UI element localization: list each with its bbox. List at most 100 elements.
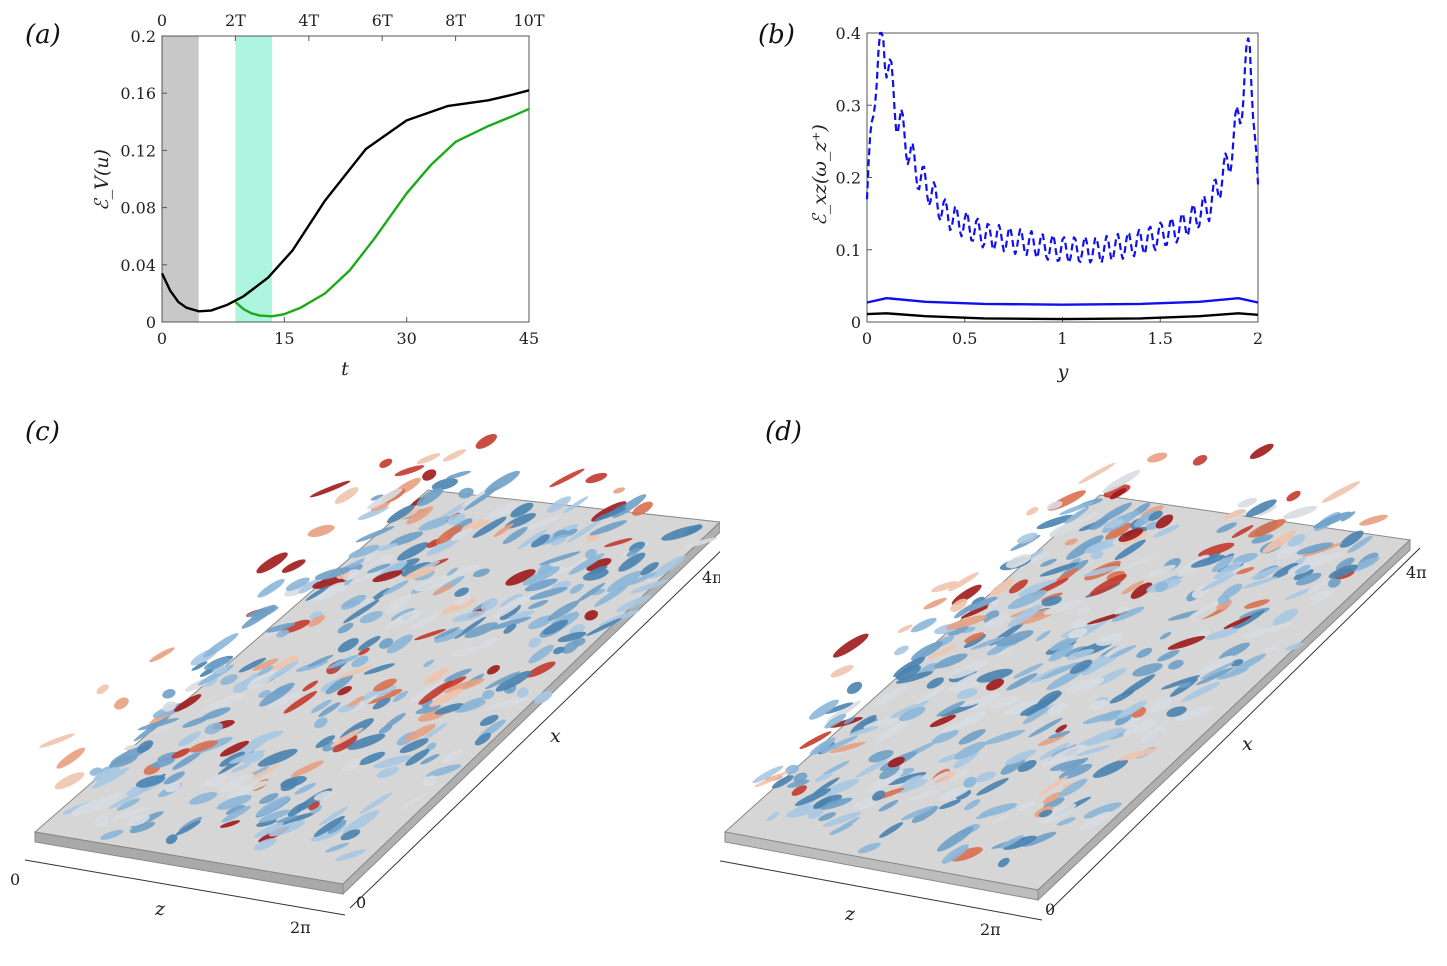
- vortex-structures: [752, 443, 1388, 868]
- vortex-blob: [378, 638, 394, 649]
- vortex-blob: [479, 714, 499, 727]
- vortex-blob: [95, 816, 109, 827]
- vortex-blob: [1060, 757, 1089, 772]
- vortex-blob: [177, 731, 201, 747]
- vortex-blob: [1306, 580, 1327, 594]
- vortex-blob: [459, 697, 484, 711]
- vortex-blob: [164, 781, 181, 793]
- vortex-blob: [894, 645, 909, 656]
- vortex-blob: [964, 596, 998, 612]
- vortex-blob: [928, 645, 957, 659]
- vortex-blob: [1168, 659, 1184, 670]
- vortex-blob: [325, 674, 353, 695]
- vortex-blob: [423, 668, 449, 685]
- vortex-blob: [429, 688, 464, 708]
- vortex-blob: [379, 458, 393, 468]
- vortex-blob: [505, 569, 536, 586]
- vortex-blob: [400, 793, 427, 810]
- scene-d-x-start: 0: [1045, 900, 1055, 919]
- vortex-blob: [1217, 594, 1230, 605]
- vortex-blob: [1145, 521, 1159, 530]
- vortex-blob: [598, 609, 640, 627]
- vortex-blob: [126, 813, 150, 827]
- vortex-blob: [112, 807, 150, 819]
- vortex-blob: [165, 834, 178, 845]
- scene-c-x-end: 4π: [702, 568, 720, 587]
- vortex-blob: [1136, 647, 1153, 658]
- vortex-blob: [269, 660, 299, 681]
- vortex-blob: [926, 677, 944, 689]
- vortex-blob: [409, 614, 439, 631]
- vortex-blob: [1130, 582, 1153, 599]
- vortex-blob: [229, 750, 266, 764]
- vortex-blob: [433, 626, 460, 640]
- vortex-blob: [1223, 615, 1252, 630]
- vortex-blob: [219, 751, 246, 767]
- vortex-blob: [318, 702, 341, 718]
- vortex-blob: [950, 598, 968, 612]
- vortex-blob: [1081, 660, 1105, 676]
- vortex-blob: [204, 693, 246, 711]
- vortex-blob: [593, 584, 629, 607]
- y-tick-label: 0: [146, 313, 156, 332]
- scene-c-z-label: z: [154, 898, 166, 920]
- vortex-blob: [452, 610, 485, 623]
- scene-c-x-start: 0: [356, 893, 366, 912]
- vortex-blob: [252, 658, 279, 671]
- vortex-blob: [1243, 599, 1270, 609]
- vortex-blob: [950, 847, 983, 862]
- vortex-blob: [1059, 763, 1093, 780]
- vortex-blob: [294, 782, 317, 795]
- vortex-blob: [1230, 659, 1244, 667]
- vortex-blob: [285, 577, 310, 591]
- vortex-blob: [1159, 631, 1172, 640]
- vortex-blob: [454, 587, 469, 597]
- scene-d-x-label: x: [1242, 733, 1253, 755]
- vortex-blob: [238, 657, 267, 673]
- vortex-blob: [91, 767, 130, 789]
- vortex-blob: [341, 594, 367, 610]
- vortex-blob: [1131, 718, 1158, 734]
- vortex-blob: [1046, 501, 1063, 510]
- vortex-blob: [1064, 538, 1078, 546]
- vortex-blob: [850, 715, 877, 734]
- x-tick-label: 0.5: [952, 329, 977, 348]
- vortex-blob: [1099, 709, 1125, 722]
- vortex-blob: [1157, 649, 1180, 662]
- vortex-blob: [878, 800, 899, 812]
- vortex-blob: [1090, 551, 1104, 560]
- vortex-blob: [493, 523, 514, 538]
- vortex-blob: [313, 790, 333, 801]
- vortex-blob: [903, 775, 924, 786]
- vortex-blob: [1160, 675, 1201, 690]
- vortex-blob: [582, 568, 609, 581]
- vortex-blob: [754, 771, 789, 788]
- vortex-blob: [1043, 600, 1082, 615]
- vortex-blob: [336, 665, 373, 679]
- vortex-blob: [1022, 831, 1057, 847]
- vortex-blob: [302, 680, 319, 692]
- vortex-blob: [1075, 606, 1090, 615]
- vortex-blob: [1067, 628, 1088, 639]
- vortex-blob: [824, 702, 854, 715]
- vortex-blob: [963, 776, 977, 788]
- vortex-blob: [318, 806, 349, 826]
- vortex-blob: [1007, 590, 1047, 610]
- vortex-blob: [1232, 552, 1258, 564]
- vortex-blob: [358, 647, 370, 656]
- vortex-blob: [1205, 628, 1239, 641]
- vortex-blob: [1237, 497, 1258, 508]
- vortex-blob: [585, 618, 622, 636]
- vortex-blob: [220, 674, 238, 686]
- scene-d-z-end: 2π: [980, 920, 1001, 939]
- vortex-blob: [569, 583, 584, 594]
- vortex-blob: [1167, 635, 1206, 650]
- vortex-blob: [422, 775, 438, 787]
- vortex-blob: [408, 681, 442, 703]
- vortex-blob: [538, 551, 581, 566]
- vortex-blob: [359, 610, 383, 624]
- vortex-blob: [1004, 749, 1037, 765]
- vortex-blob: [116, 798, 140, 811]
- vortex-blob: [280, 775, 307, 788]
